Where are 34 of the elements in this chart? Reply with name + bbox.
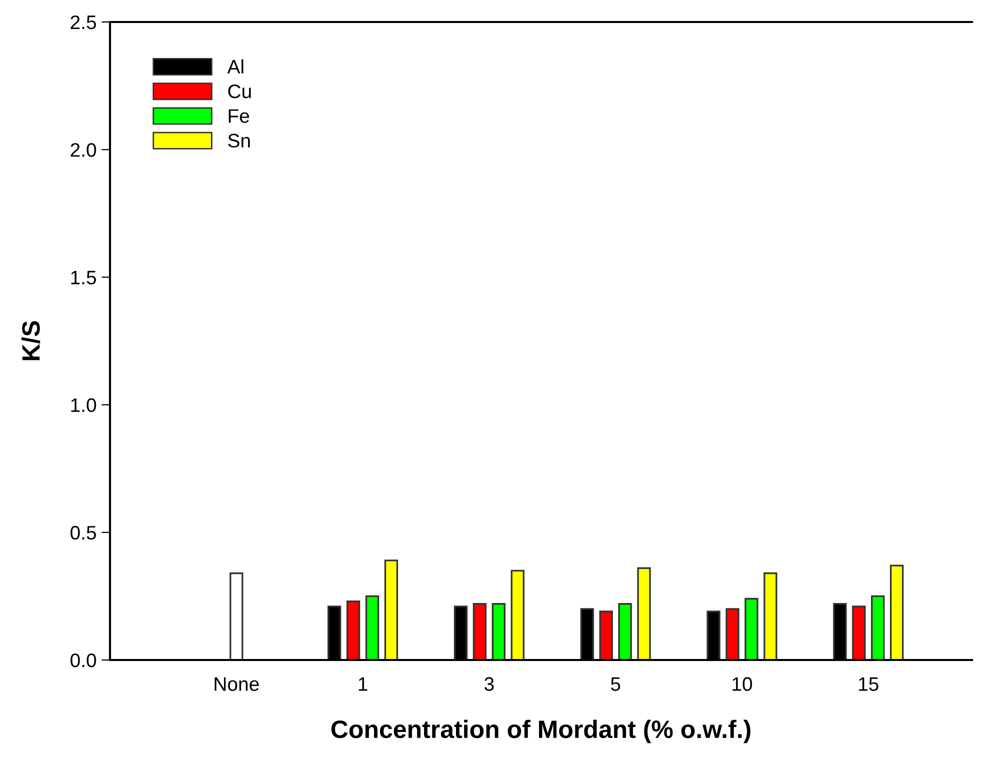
bar <box>764 572 778 660</box>
x-tick-label: 3 <box>484 677 494 691</box>
y-tick-label: 0.0 <box>70 653 96 668</box>
bar <box>744 598 758 660</box>
x-tick-label: 1 <box>358 677 368 691</box>
bar <box>637 567 651 660</box>
legend-label: Al <box>227 59 244 74</box>
y-tick-label: 1.0 <box>71 398 96 412</box>
bar <box>346 600 360 660</box>
bar <box>618 603 632 660</box>
bar <box>365 595 380 660</box>
bar <box>492 603 506 660</box>
bar <box>510 570 524 660</box>
legend-label: Sn <box>228 134 250 148</box>
x-tick-label: 10 <box>732 677 752 691</box>
bar <box>599 610 613 660</box>
x-tick-label: None <box>214 677 259 691</box>
x-tick-label: 5 <box>610 677 620 691</box>
bar <box>871 595 885 660</box>
bar <box>472 603 487 660</box>
y-axis-title: K/S <box>21 321 40 360</box>
legend-label: Fe <box>228 109 250 123</box>
y-tick-label: 1.5 <box>71 270 96 284</box>
bar <box>384 560 398 660</box>
y-tick-label: 2.0 <box>70 143 96 157</box>
bar <box>852 606 866 660</box>
bar <box>726 608 740 660</box>
bar <box>890 564 904 660</box>
x-tick-label: 15 <box>859 677 878 691</box>
bar <box>230 572 244 660</box>
legend-label: Cu <box>228 84 251 98</box>
x-axis-title: Concentration of Mordant (% o.w.f.) <box>331 720 750 744</box>
y-tick-label: 0.5 <box>70 526 96 540</box>
y-tick-label: 2.5 <box>70 15 96 30</box>
